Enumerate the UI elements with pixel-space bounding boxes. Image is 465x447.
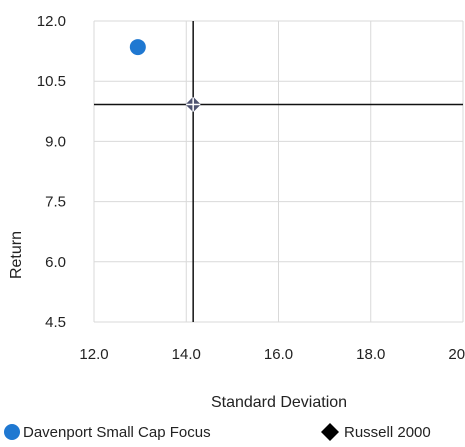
y-tick-label: 7.5 <box>45 194 66 211</box>
x-axis-title: Standard Deviation <box>211 394 347 411</box>
y-tick-label: 10.5 <box>37 73 66 90</box>
marks-layer <box>129 39 201 113</box>
legend-circle-icon <box>4 424 20 440</box>
y-tick-label: 12.0 <box>37 13 66 30</box>
y-tick-label: 9.0 <box>45 133 66 150</box>
legend-label: Davenport Small Cap Focus <box>23 424 211 441</box>
grid-layer <box>93 20 464 323</box>
legend: Davenport Small Cap Focus Russell 2000 <box>4 423 431 441</box>
scatter-point-circle <box>129 39 146 56</box>
y-tick-label: 6.0 <box>45 254 66 271</box>
x-tick-label: 12.0 <box>79 346 108 363</box>
x-tick-label: 16.0 <box>264 346 293 363</box>
scatter-point-diamond <box>185 96 201 113</box>
legend-diamond-icon <box>321 423 339 441</box>
x-tick-label: 20.0 <box>448 346 465 363</box>
x-tick-label: 18.0 <box>356 346 385 363</box>
y-tick-label: 4.5 <box>45 314 66 331</box>
legend-label: Russell 2000 <box>344 424 431 441</box>
ticks-layer: 12.0 14.0 16.0 18.0 20.0 12.0 10.5 9.0 7.5 6.0 4.5 <box>37 13 465 363</box>
x-tick-label: 14.0 <box>172 346 201 363</box>
y-axis-title: Return <box>8 231 25 279</box>
crosshair-layer <box>94 21 463 322</box>
